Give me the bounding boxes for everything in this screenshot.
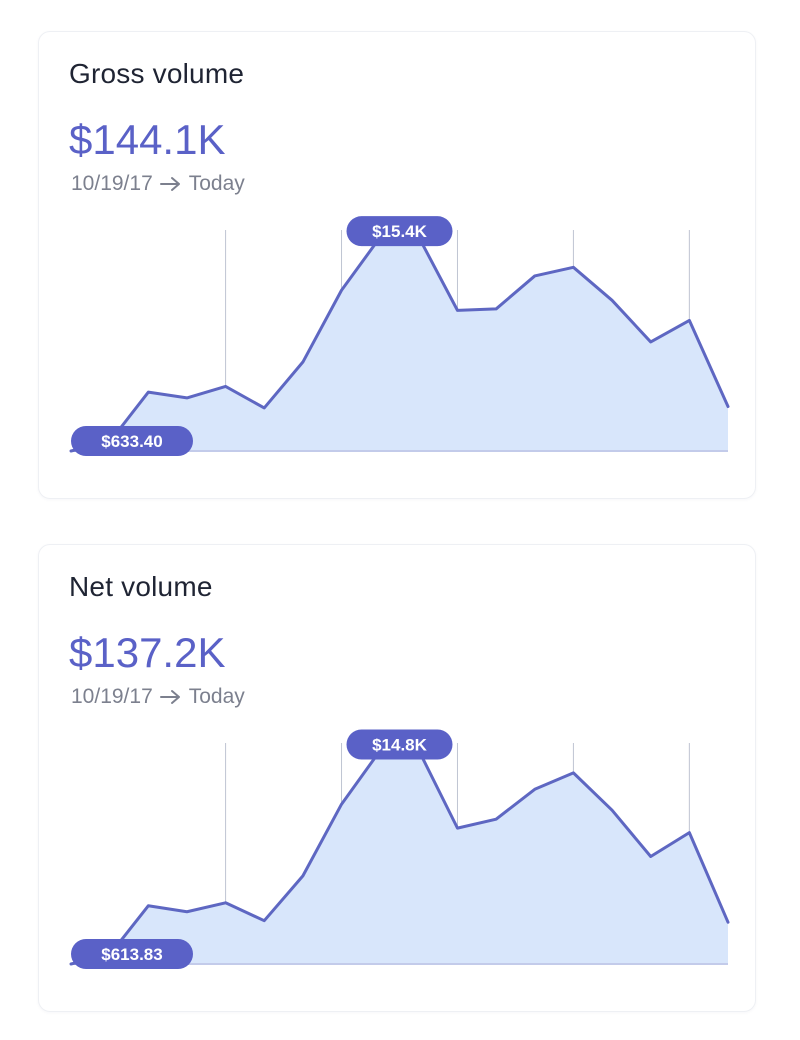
peak-value-label: $14.8K bbox=[346, 729, 453, 760]
data-point[interactable] bbox=[648, 339, 654, 345]
data-point[interactable] bbox=[339, 801, 345, 807]
data-point[interactable] bbox=[184, 909, 190, 915]
data-point[interactable] bbox=[300, 359, 306, 365]
start-value-label-bg bbox=[71, 426, 193, 456]
data-point[interactable] bbox=[532, 786, 538, 792]
start-value-label-bg bbox=[71, 939, 193, 969]
data-point[interactable] bbox=[686, 830, 692, 836]
data-point[interactable] bbox=[300, 873, 306, 879]
net-volume-card[interactable]: Net volume $137.2K 10/19/17 Today $613.8… bbox=[38, 544, 756, 1012]
arrow-right-icon bbox=[159, 176, 183, 192]
card-title: Net volume bbox=[69, 571, 213, 602]
peak-value-label-text: $15.4K bbox=[372, 222, 428, 241]
data-point[interactable] bbox=[339, 287, 345, 293]
series-area bbox=[71, 237, 728, 451]
start-value-label: $613.83 bbox=[71, 939, 193, 969]
data-point[interactable] bbox=[725, 404, 731, 410]
data-point[interactable] bbox=[493, 816, 499, 822]
data-point[interactable] bbox=[223, 900, 229, 906]
series-area bbox=[71, 750, 728, 964]
start-value-label-text: $613.83 bbox=[101, 945, 162, 964]
date-range: 10/19/17 Today bbox=[71, 685, 245, 709]
data-point[interactable] bbox=[261, 405, 267, 411]
peak-value-label-text: $14.8K bbox=[372, 735, 428, 754]
start-value-label: $633.40 bbox=[71, 426, 193, 456]
data-point[interactable] bbox=[686, 317, 692, 323]
data-point[interactable] bbox=[570, 264, 576, 270]
card-title: Gross volume bbox=[69, 58, 245, 89]
date-to: Today bbox=[188, 685, 245, 708]
arrow-right-icon bbox=[159, 689, 183, 705]
date-from: 10/19/17 bbox=[71, 172, 153, 195]
data-point[interactable] bbox=[570, 770, 576, 776]
date-to: Today bbox=[188, 172, 245, 195]
data-point[interactable] bbox=[261, 918, 267, 924]
date-from: 10/19/17 bbox=[71, 685, 153, 708]
data-point[interactable] bbox=[68, 448, 74, 454]
peak-value-label-bg bbox=[346, 729, 453, 760]
start-value-label-text: $633.40 bbox=[101, 432, 162, 451]
gross-volume-card[interactable]: Gross volume $144.1K 10/19/17 Today $633… bbox=[38, 31, 756, 499]
data-point[interactable] bbox=[454, 825, 460, 831]
data-point[interactable] bbox=[223, 383, 229, 389]
date-range: 10/19/17 Today bbox=[71, 172, 245, 196]
net-volume-chart[interactable]: $613.83 $14.8K bbox=[39, 545, 755, 1011]
data-point[interactable] bbox=[454, 307, 460, 313]
data-point[interactable] bbox=[532, 273, 538, 279]
peak-value-label: $15.4K bbox=[346, 216, 453, 247]
gross-volume-chart[interactable]: $633.40 $15.4K bbox=[39, 32, 755, 498]
data-point[interactable] bbox=[68, 961, 74, 967]
card-value: $144.1K bbox=[69, 116, 226, 163]
data-point[interactable] bbox=[725, 919, 731, 925]
data-point[interactable] bbox=[609, 297, 615, 303]
card-value: $137.2K bbox=[69, 629, 226, 676]
data-point[interactable] bbox=[493, 306, 499, 312]
data-point[interactable] bbox=[145, 903, 151, 909]
data-point[interactable] bbox=[184, 395, 190, 401]
data-point[interactable] bbox=[648, 853, 654, 859]
peak-value-label-bg bbox=[346, 216, 453, 247]
data-point[interactable] bbox=[609, 807, 615, 813]
data-point[interactable] bbox=[145, 389, 151, 395]
